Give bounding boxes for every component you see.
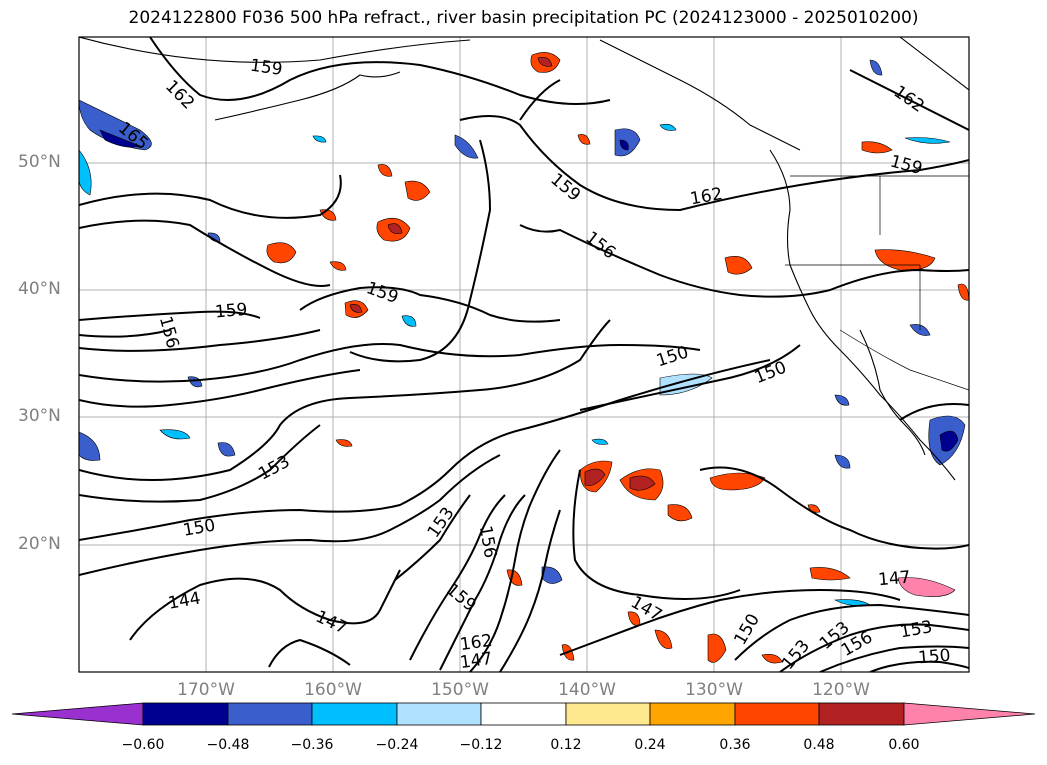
lon-label: 140°W	[558, 680, 616, 700]
colorbar-tick: 0.60	[888, 737, 920, 753]
lon-label: 160°W	[304, 680, 362, 700]
colorbar-segment	[649, 702, 736, 726]
contour-label: 159	[249, 56, 284, 80]
lon-label: 120°W	[812, 680, 870, 700]
colorbar-segment	[311, 702, 398, 726]
lon-label: 150°W	[431, 680, 489, 700]
colorbar-extend-high	[903, 702, 1036, 726]
colorbar-segment	[142, 702, 229, 726]
state-borders	[785, 175, 969, 391]
coastline	[79, 37, 969, 481]
precip-blue-areas	[79, 59, 966, 607]
colorbar-tick: 0.12	[550, 737, 582, 753]
map-plot-area	[79, 37, 969, 672]
refractivity-contours	[79, 37, 969, 672]
colorbar-segment	[396, 702, 482, 726]
colorbar-extend-low	[11, 702, 144, 726]
colorbar-segment	[818, 702, 905, 726]
colorbar-tick: −0.12	[459, 737, 503, 753]
colorbar-tick: −0.36	[290, 737, 334, 753]
precip-red-areas	[266, 52, 969, 664]
map-title: 2024122800 F036 500 hPa refract., river …	[128, 8, 919, 28]
colorbar-tick: 0.48	[803, 737, 835, 753]
colorbar-segment	[734, 702, 820, 726]
colorbar-segment	[227, 702, 313, 726]
colorbar-tick: 0.36	[719, 737, 751, 753]
lon-label: 130°W	[685, 680, 743, 700]
lon-label: 170°W	[177, 680, 235, 700]
contour-label: 159	[214, 300, 248, 323]
colorbar-segment	[480, 702, 567, 726]
contour-label: 147	[877, 568, 911, 591]
colorbar-tick: −0.48	[206, 737, 250, 753]
contour-label: 162	[459, 631, 494, 655]
colorbar-tick: 0.24	[634, 737, 666, 753]
lat-label: 40°N	[18, 279, 61, 299]
contour-label: 150	[917, 646, 951, 669]
lat-label: 20°N	[18, 534, 61, 554]
lat-label: 50°N	[18, 152, 61, 172]
map-frame	[78, 36, 970, 673]
colorbar-tick: −0.24	[375, 737, 419, 753]
colorbar	[11, 702, 1036, 726]
colorbar-tick: −0.60	[121, 737, 165, 753]
lat-label: 30°N	[18, 406, 61, 426]
contour-label: 147	[459, 649, 494, 673]
colorbar-segment	[565, 702, 651, 726]
